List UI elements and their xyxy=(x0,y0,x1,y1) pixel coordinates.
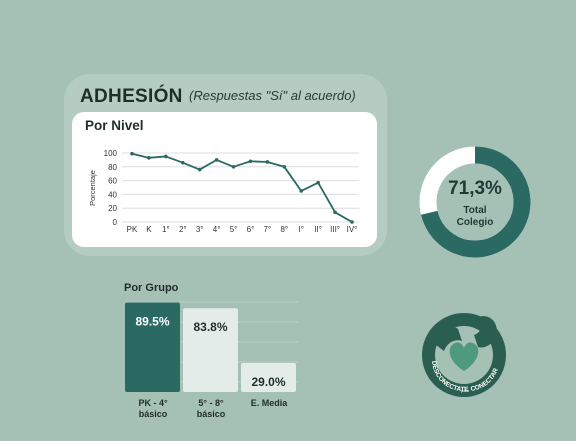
bar xyxy=(183,308,238,392)
bar-category-label: 5° - 8° básico xyxy=(183,398,239,420)
logo-text-small: para xyxy=(461,388,470,393)
data-point xyxy=(350,220,354,224)
x-tick-label: 6° xyxy=(247,225,255,234)
data-point xyxy=(333,210,337,215)
bar-chart-title: Por Grupo xyxy=(124,282,179,294)
bar-category-line2: básico xyxy=(138,409,168,419)
logo-hand-right xyxy=(474,316,497,348)
line-chart-card xyxy=(72,112,377,247)
donut-chart xyxy=(419,146,531,258)
x-tick-label: PK xyxy=(127,225,138,234)
bar-category-line1: PK - 4° xyxy=(138,398,168,408)
data-point xyxy=(265,160,270,164)
donut-value: 71,3% xyxy=(448,178,502,199)
line-chart: 0 20 40 60 80 100 Porcentaje PK K 1° 2° 3° 4° 5° 6° 7° 8… xyxy=(88,149,359,234)
bar-value-label: 89.5% xyxy=(135,315,169,329)
data-point xyxy=(214,158,219,162)
y-tick-label: 80 xyxy=(108,163,117,172)
y-tick-label: 0 xyxy=(113,218,118,227)
bar-category-label: E. Media xyxy=(241,398,297,409)
x-tick-label: 5° xyxy=(230,225,238,234)
bar xyxy=(125,302,180,392)
donut-slice xyxy=(420,146,531,258)
donut-hole xyxy=(437,164,513,240)
x-tick-label: 7° xyxy=(264,225,272,234)
bar-chart: 89.5% 83.8% 29.0% xyxy=(125,301,298,392)
hands-heart-icon: DESCONECTATE para CONECTAR xyxy=(422,313,506,397)
x-tick-label: I° xyxy=(299,225,304,234)
data-point xyxy=(248,159,253,164)
bar-value-label: 29.0% xyxy=(251,375,285,389)
x-tick-label: 2° xyxy=(179,225,187,234)
bar-category-line1: 5° - 8° xyxy=(198,398,224,408)
y-tick-label: 20 xyxy=(108,204,117,213)
data-point xyxy=(164,154,168,159)
line-chart-title: Por Nivel xyxy=(85,118,144,133)
donut-label: Total Colegio xyxy=(418,205,532,229)
x-tick-label: 1° xyxy=(162,225,170,234)
x-tick-label: III° xyxy=(330,225,340,234)
data-point xyxy=(299,189,304,193)
data-point xyxy=(180,160,185,165)
donut-label-line1: Total xyxy=(463,205,487,216)
data-point xyxy=(197,167,202,172)
y-tick-label: 40 xyxy=(108,190,117,199)
data-point xyxy=(316,180,320,185)
series-line xyxy=(131,152,353,223)
data-point xyxy=(130,151,134,156)
page-title: ADHESIÓN xyxy=(80,86,183,107)
data-point xyxy=(147,156,151,160)
x-tick-label: II° xyxy=(314,225,322,234)
bar-category-line1: E. Media xyxy=(250,398,288,408)
y-tick-label: 60 xyxy=(108,177,117,186)
x-tick-label: 4° xyxy=(213,225,221,234)
x-tick-label: 3° xyxy=(196,225,204,234)
data-point xyxy=(231,165,236,169)
y-axis-label: Porcentaje xyxy=(88,170,97,206)
y-tick-label: 100 xyxy=(104,149,118,158)
donut-label-line2: Colegio xyxy=(456,217,494,228)
x-tick-label: 8° xyxy=(280,225,288,234)
bar xyxy=(241,363,296,392)
data-point xyxy=(282,165,287,169)
bar-category-line2: básico xyxy=(196,409,226,419)
logo-hand-left xyxy=(435,325,462,351)
logo-heart xyxy=(449,342,479,371)
x-tick-label: K xyxy=(146,225,152,234)
bar-value-label: 83.8% xyxy=(193,320,227,334)
bar-category-label: PK - 4° básico xyxy=(125,398,181,420)
x-tick-label: IV° xyxy=(347,225,358,234)
page-subtitle: (Respuestas "Sí" al acuerdo) xyxy=(189,88,356,103)
